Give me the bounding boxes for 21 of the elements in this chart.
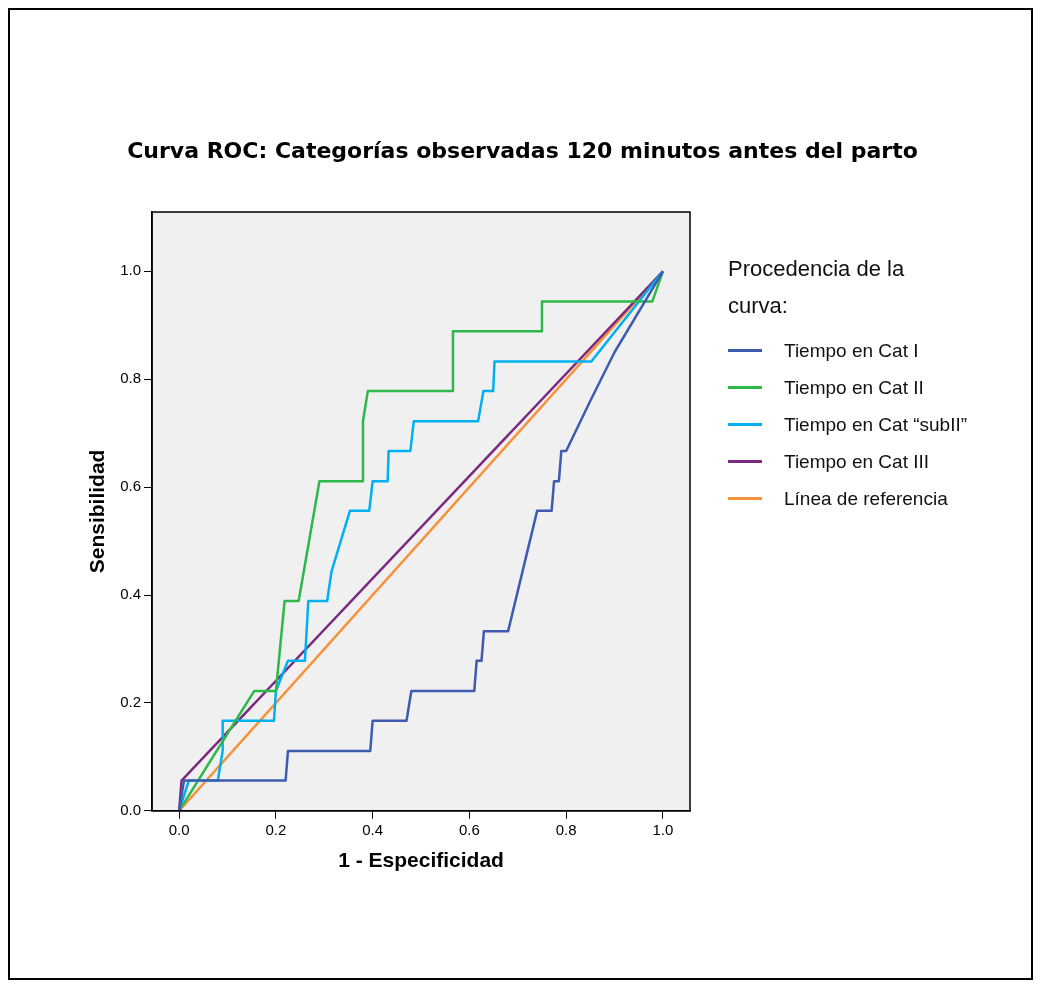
x-axis-title: 1 - Especificidad: [338, 848, 504, 872]
legend-label: Tiempo en Cat I: [784, 339, 919, 362]
chart-title: Curva ROC: Categorías observadas 120 minutos antes del parto: [126, 138, 919, 163]
y-tick-label: 0.4: [120, 585, 142, 603]
x-tick-label: 0.4: [362, 820, 384, 838]
legend-label: Tiempo en Cat “subII”: [784, 413, 968, 436]
y-tick-label: 0.2: [120, 693, 142, 711]
y-tick-label: 0.0: [120, 800, 142, 818]
x-tick-label: 1.0: [652, 820, 674, 838]
y-tick-label: 1.0: [120, 261, 142, 279]
x-tick-label: 0.0: [168, 820, 190, 838]
x-tick-label: 0.6: [458, 820, 480, 838]
y-tick-label: 0.6: [120, 477, 142, 495]
x-tick-label: 0.2: [265, 820, 287, 838]
y-axis-title: Sensibilidad: [85, 449, 109, 574]
legend-label: Tiempo en Cat II: [784, 376, 924, 399]
legend-label: Línea de referencia: [784, 487, 948, 510]
y-tick-label: 0.8: [120, 369, 142, 387]
x-tick-label: 0.8: [555, 820, 577, 838]
legend-title: Procedencia de la curva:: [728, 255, 906, 320]
legend-label: Tiempo en Cat III: [784, 450, 930, 473]
